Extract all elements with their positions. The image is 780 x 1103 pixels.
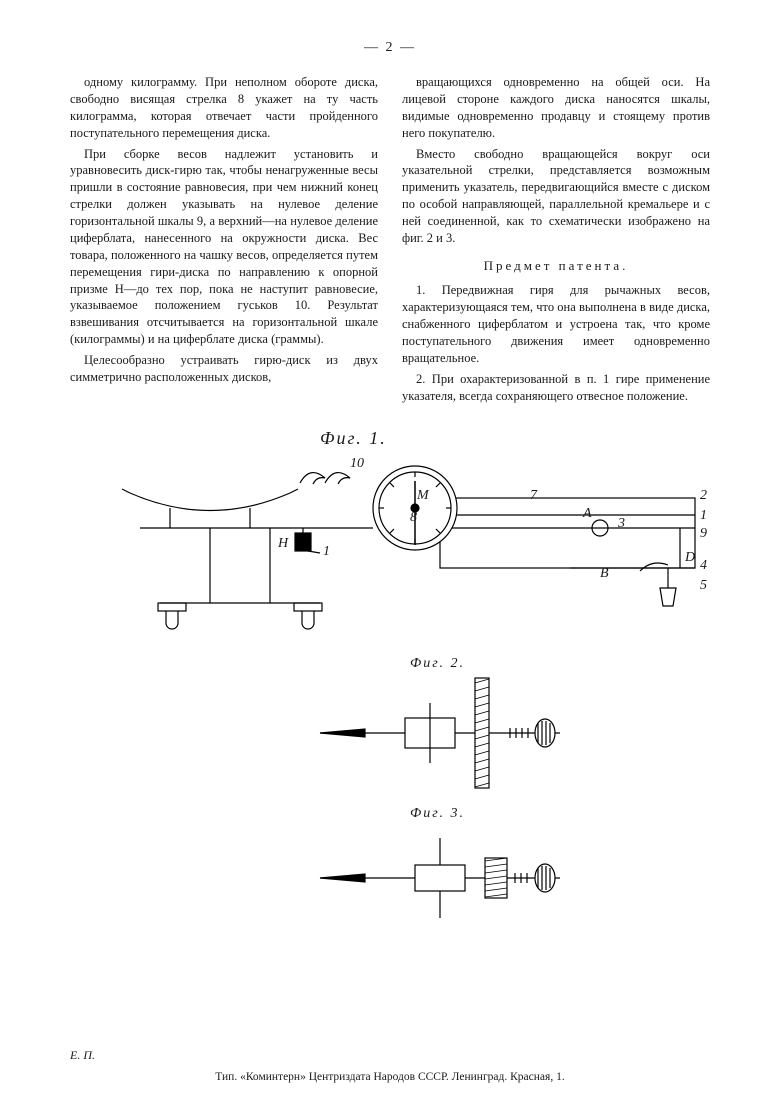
right-p4: 2. При охарактеризованной в п. 1 гире пр…: [402, 371, 710, 405]
label-A: A: [583, 506, 592, 522]
right-p1: вращающихся одновременно на общей оси. Н…: [402, 74, 710, 142]
label-9: 9: [700, 526, 707, 542]
footer-center: Тип. «Коминтерн» Центриздата Народов ССС…: [0, 1071, 780, 1083]
fig3-label: Фиг. 3.: [410, 806, 465, 822]
figure-2: [310, 673, 570, 793]
subject-title: Предмет патента.: [402, 257, 710, 275]
label-4: 4: [700, 558, 707, 574]
label-1-left: 1: [323, 544, 330, 560]
label-B: B: [600, 566, 609, 582]
label-5: 5: [700, 578, 707, 594]
figure-1: [70, 453, 710, 653]
left-p2: При сборке весов надлежит установить и у…: [70, 146, 378, 349]
right-p3: 1. Передвижная гиря для рычажных весов, …: [402, 282, 710, 366]
text-columns: одному килограмму. При неполном обороте …: [70, 74, 710, 408]
left-column: одному килограмму. При неполном обороте …: [70, 74, 378, 408]
figure-3: [310, 823, 570, 933]
right-p2: Вместо свободно вращающейся вокруг оси у…: [402, 146, 710, 247]
label-3: 3: [618, 516, 625, 532]
figures-area: Фиг. 1.: [70, 428, 710, 958]
page-number: — 2 —: [70, 40, 710, 56]
footer-left: Е. П.: [70, 1048, 95, 1063]
label-D: D: [685, 550, 695, 566]
label-7: 7: [530, 488, 537, 504]
label-M: M: [417, 488, 429, 504]
label-8: 8: [410, 510, 417, 526]
left-p3: Целесообразно устраивать гирю-диск из дв…: [70, 352, 378, 386]
label-10: 10: [350, 456, 364, 472]
left-p1: одному килограмму. При неполном обороте …: [70, 74, 378, 142]
label-1-right: 1: [700, 508, 707, 524]
label-H: H: [278, 536, 288, 552]
fig2-label: Фиг. 2.: [410, 656, 465, 672]
fig1-label: Фиг. 1.: [320, 428, 387, 449]
label-2: 2: [700, 488, 707, 504]
right-column: вращающихся одновременно на общей оси. Н…: [402, 74, 710, 408]
